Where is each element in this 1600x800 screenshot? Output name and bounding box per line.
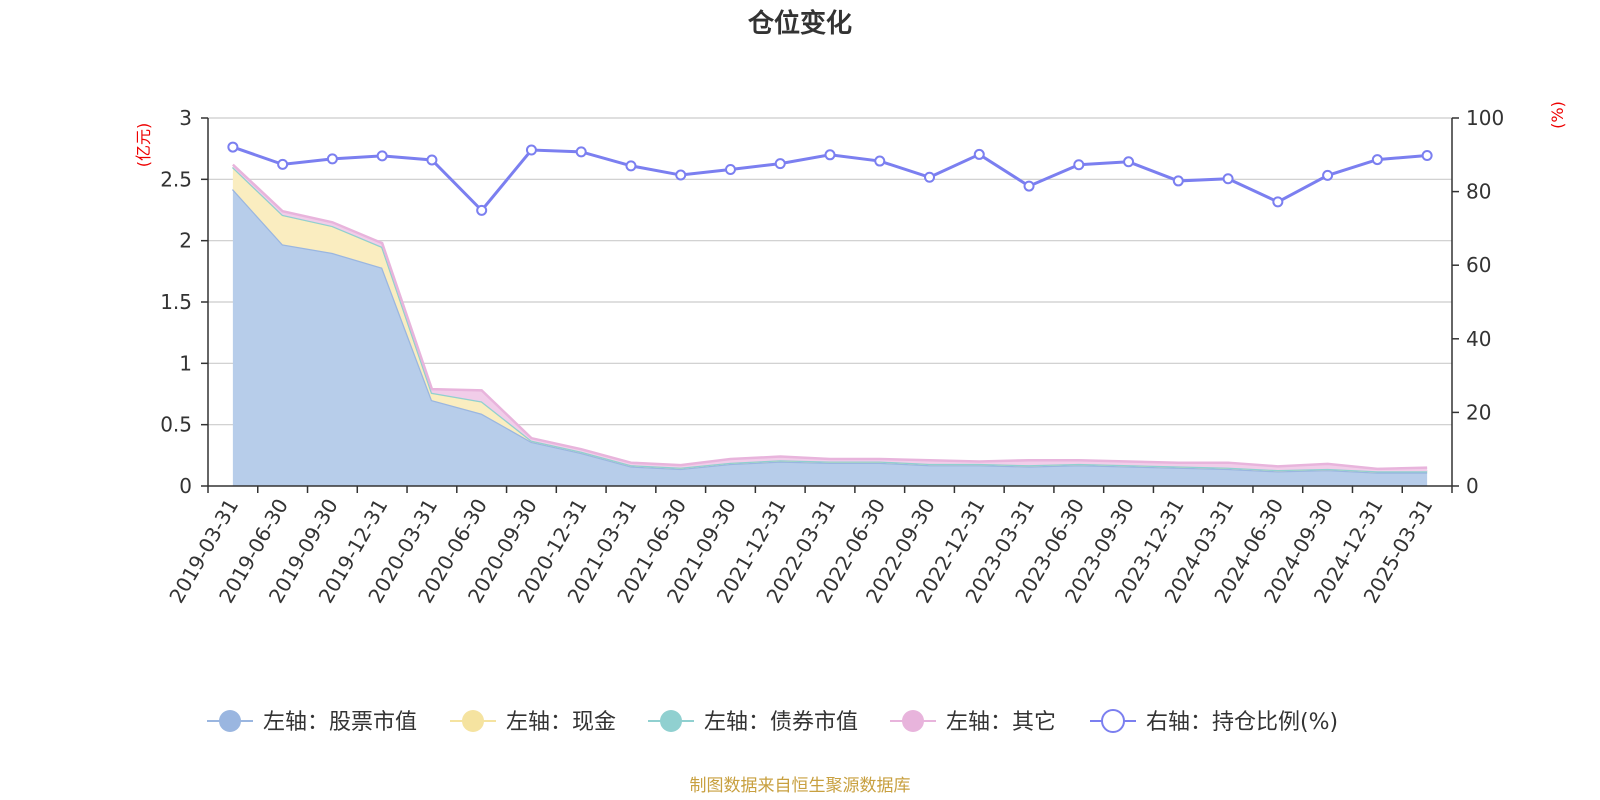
holding-ratio-point [575, 146, 587, 158]
left-tick-label: 2.5 [160, 167, 192, 191]
holding-ratio-point [1123, 156, 1135, 168]
right-axis-unit: (%) [1548, 101, 1567, 129]
area-series-group [231, 163, 1428, 486]
legend-marker [902, 710, 924, 732]
legend-marker [660, 710, 682, 732]
right-tick-label: 0 [1466, 474, 1479, 498]
holding-ratio-point [1421, 150, 1433, 162]
holding-ratio-point [277, 158, 289, 170]
legend-label: 左轴：债券市值 [704, 710, 858, 735]
area-1 [232, 189, 1428, 486]
holding-ratio-point [1371, 154, 1383, 166]
holding-ratio-point [1073, 159, 1085, 171]
left-tick-label: 3 [179, 106, 192, 130]
holding-ratio-point [326, 153, 338, 165]
chart-title: 仓位变化 [747, 8, 852, 39]
data-source-note: 制图数据来自恒生聚源数据库 [690, 776, 911, 796]
right-tick-label: 20 [1466, 400, 1491, 424]
legend: 左轴：股票市值 左轴：现金 左轴：债券市值 左轴：其它 右轴：持仓比例(%) [207, 709, 1338, 735]
holding-ratio-point [227, 141, 239, 153]
holding-ratio-point [625, 160, 637, 172]
left-tick-label: 2 [179, 229, 192, 253]
holding-ratio-point [1172, 175, 1184, 187]
holding-ratio-point [1322, 169, 1334, 181]
holding-ratio-point [525, 144, 537, 156]
holding-ratio-point [874, 155, 886, 167]
line-series-group [227, 141, 1433, 216]
legend-marker [219, 710, 241, 732]
legend-marker [462, 710, 484, 732]
holding-ratio-point [376, 150, 388, 162]
holding-ratio-point [924, 171, 936, 183]
left-tick-label: 1 [179, 351, 192, 375]
legend-label: 左轴：其它 [946, 710, 1056, 735]
holding-ratio-point [476, 204, 488, 216]
holding-ratio-point [1023, 180, 1035, 192]
right-tick-label: 40 [1466, 327, 1491, 351]
legend-marker [1101, 709, 1125, 733]
left-tick-label: 0.5 [160, 413, 192, 437]
left-tick-label: 1.5 [160, 290, 192, 314]
right-tick-label: 100 [1466, 106, 1504, 130]
legend-label: 右轴：持仓比例(%) [1146, 710, 1338, 735]
holding-ratio-point [675, 169, 687, 181]
holding-ratio-point [724, 164, 736, 176]
holding-ratio-point [1272, 196, 1284, 208]
holding-ratio-point [426, 154, 438, 166]
holding-ratio-point [824, 149, 836, 161]
legend-label: 左轴：现金 [506, 710, 616, 735]
holding-ratio-point [1222, 173, 1234, 185]
legend-label: 左轴：股票市值 [263, 710, 417, 735]
holding-ratio-point [973, 148, 985, 160]
left-axis-unit: (亿元) [134, 123, 153, 168]
right-tick-label: 80 [1466, 180, 1491, 204]
area-edge-4 [232, 163, 1428, 471]
holding-ratio-point [774, 158, 786, 170]
right-tick-label: 60 [1466, 253, 1491, 277]
left-tick-label: 0 [179, 474, 192, 498]
